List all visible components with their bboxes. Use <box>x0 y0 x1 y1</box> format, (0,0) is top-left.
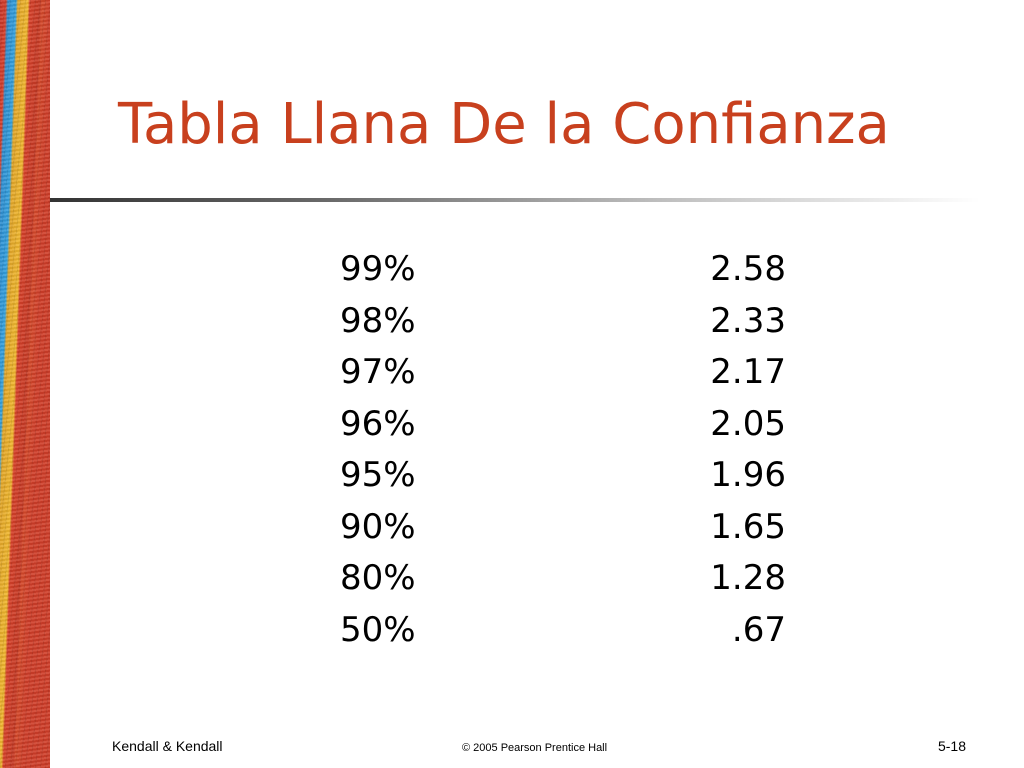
confidence-level: 99% <box>340 249 416 289</box>
decorative-side-band <box>0 0 50 768</box>
table-row: 97% 2.17 <box>0 348 1024 400</box>
table-row: 50% .67 <box>0 606 1024 658</box>
confidence-level: 98% <box>340 300 416 341</box>
z-value: 2.17 <box>710 352 786 392</box>
confidence-level: 96% <box>340 403 416 444</box>
footer-authors: Kendall & Kendall <box>112 738 223 754</box>
confidence-level: 50% <box>340 609 416 650</box>
z-value: 2.33 <box>710 300 786 341</box>
z-value: .67 <box>731 609 786 650</box>
confidence-table: 99% 2.58 98% 2.33 97% 2.17 96% 2.05 95% … <box>0 245 1024 657</box>
footer-copyright: © 2005 Pearson Prentice Hall <box>462 742 608 754</box>
confidence-level: 97% <box>340 352 416 392</box>
table-row: 99% 2.58 <box>0 245 1024 297</box>
z-value: 1.96 <box>710 455 786 495</box>
title-divider <box>50 198 980 202</box>
slide-number: 5-18 <box>937 738 966 754</box>
table-row: 95% 1.96 <box>0 451 1024 503</box>
confidence-level: 80% <box>340 558 416 598</box>
table-row: 90% 1.65 <box>0 503 1024 555</box>
table-row: 80% 1.28 <box>0 554 1024 606</box>
table-row: 98% 2.33 <box>0 297 1024 349</box>
z-value: 1.28 <box>710 558 786 598</box>
confidence-level: 95% <box>340 455 416 495</box>
z-value: 2.05 <box>710 403 786 444</box>
z-value: 2.58 <box>710 249 786 289</box>
z-value: 1.65 <box>710 506 786 547</box>
confidence-level: 90% <box>340 506 416 547</box>
table-row: 96% 2.05 <box>0 400 1024 452</box>
slide-title: Tabla Llana De la Confianza <box>118 92 890 157</box>
